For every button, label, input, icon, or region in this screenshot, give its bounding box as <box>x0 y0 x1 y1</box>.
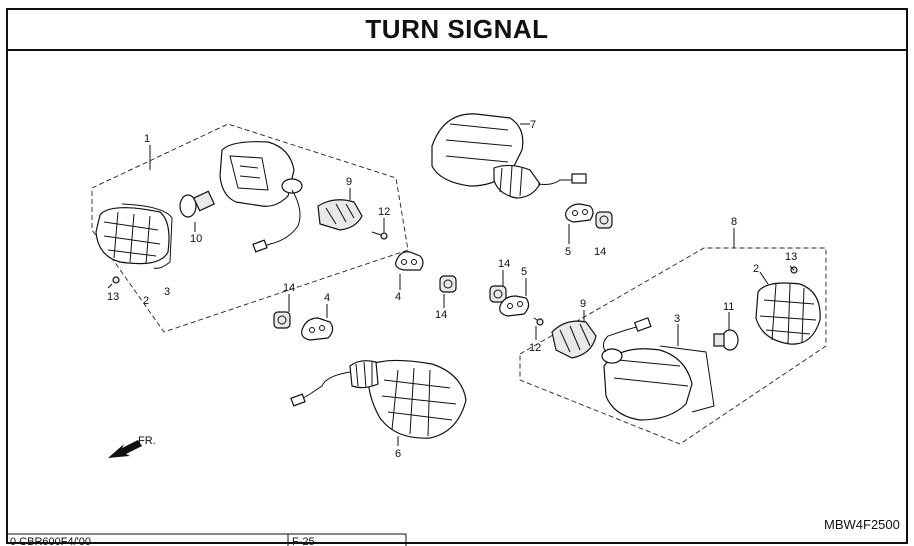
screw-part-left-12 <box>371 231 388 240</box>
lens-part-right <box>755 282 821 345</box>
nut-part-upper-right <box>595 211 613 229</box>
footer-page: F-25 <box>292 536 315 546</box>
connector-right <box>633 317 652 332</box>
turn-signal-part-6 <box>349 359 467 439</box>
callout-12: 12 <box>529 342 541 354</box>
socket-housing-right <box>601 348 693 421</box>
plate-part-right-center <box>499 295 530 317</box>
screw-part-right <box>533 317 544 326</box>
callout-14: 14 <box>283 282 295 294</box>
turn-signal-part-7 <box>431 113 541 199</box>
callout-12: 12 <box>378 206 390 218</box>
callout-4: 4 <box>395 291 401 303</box>
wire-7 <box>537 179 572 185</box>
leader-line <box>759 271 769 285</box>
callout-14: 14 <box>498 258 510 270</box>
callout-14: 14 <box>594 246 606 258</box>
plate-part-center <box>395 251 424 271</box>
socket-part-right <box>551 320 597 359</box>
wire-right <box>602 325 641 353</box>
diagram-frame: TURN SIGNAL <box>6 8 908 544</box>
nut-part-right-center <box>489 285 507 303</box>
wire-left <box>259 189 301 249</box>
callout-2: 2 <box>753 263 759 275</box>
callout-10: 10 <box>190 233 202 245</box>
callout-13: 13 <box>785 251 797 263</box>
callout-14: 14 <box>435 309 447 321</box>
front-arrow-icon <box>108 440 142 458</box>
callout-11: 11 <box>723 301 734 313</box>
nut-part-left-lower <box>273 311 291 329</box>
callout-9: 9 <box>580 298 586 310</box>
callout-6: 6 <box>395 448 401 460</box>
callout-13: 13 <box>107 291 119 303</box>
socket-housing-left <box>219 141 303 207</box>
plate-part-upper-right <box>565 203 594 223</box>
gasket-part-right <box>659 345 715 413</box>
wire-6 <box>299 371 351 401</box>
right-assembly-boundary <box>519 247 827 445</box>
front-marker-label: FR. <box>138 435 156 447</box>
callout-5: 5 <box>565 246 571 258</box>
connector-7 <box>571 173 587 184</box>
screw-part-left <box>107 276 120 289</box>
callout-9: 9 <box>346 176 352 188</box>
plate-part-left-lower <box>301 317 334 341</box>
callout-1: 1 <box>144 133 150 145</box>
callout-7: 7 <box>530 119 536 131</box>
callout-3: 3 <box>674 313 680 325</box>
diagram-code: MBW4F2500 <box>824 517 900 532</box>
socket-part-left <box>317 199 363 231</box>
bulb-part-right <box>713 329 739 351</box>
bulb-part-left <box>179 190 216 218</box>
callout-8: 8 <box>731 216 737 228</box>
screw-part-right-13 <box>789 265 798 274</box>
page-title: TURN SIGNAL <box>365 14 549 44</box>
footer-model: 0 CBR600F4/'00 <box>10 536 91 546</box>
gasket-part-left <box>121 203 173 269</box>
lens-part-left <box>95 207 170 265</box>
title-bar: TURN SIGNAL <box>8 10 906 51</box>
callout-2: 2 <box>143 295 149 307</box>
callout-5: 5 <box>521 266 527 278</box>
connector-left <box>252 239 268 253</box>
callout-4: 4 <box>324 292 330 304</box>
callout-3: 3 <box>164 286 170 298</box>
nut-part-center <box>439 275 457 293</box>
connector-6 <box>290 393 306 407</box>
